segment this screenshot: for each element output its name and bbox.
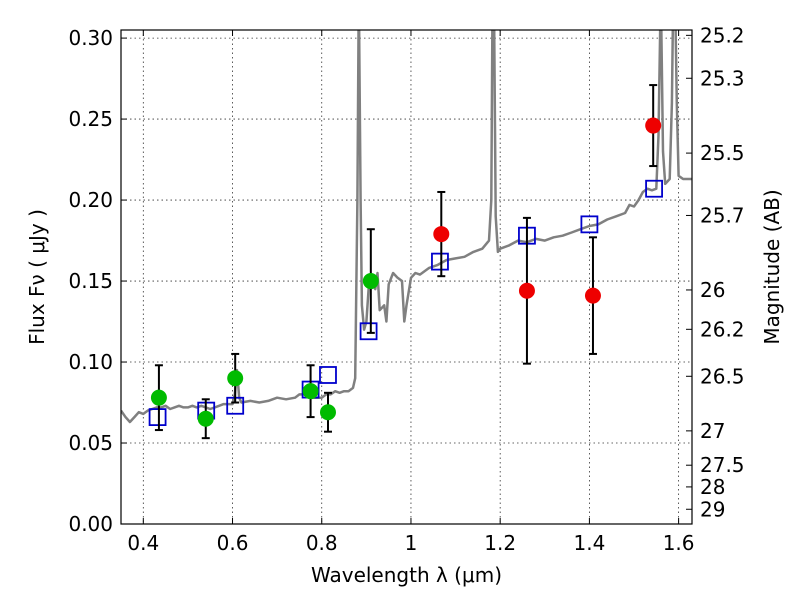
right-tick-label: 26 xyxy=(700,278,725,302)
model-square-point xyxy=(645,179,663,198)
y-tick-label: 0.20 xyxy=(68,188,113,212)
x-tick-label: 1.6 xyxy=(663,531,695,555)
observed-red-point xyxy=(645,117,662,134)
right-tick-label: 29 xyxy=(700,497,725,521)
y-tick-label: 0.25 xyxy=(68,107,113,131)
y-tick-label: 0.30 xyxy=(68,26,113,50)
model-square-point xyxy=(431,252,449,271)
y-tick-label: 0.05 xyxy=(68,431,113,455)
y-tick-label: 0.10 xyxy=(68,350,113,374)
right-tick-label: 26.2 xyxy=(700,317,745,341)
grid-layer xyxy=(121,30,692,524)
observed-green-point xyxy=(150,389,167,406)
observed-green-point xyxy=(302,383,319,400)
right-tick-label: 25.3 xyxy=(700,66,745,90)
right-tick-label: 25.5 xyxy=(700,141,745,165)
right-tick-label: 27.5 xyxy=(700,453,745,477)
x-tick-label: 0.6 xyxy=(217,531,249,555)
x-tick-label: 1.4 xyxy=(573,531,605,555)
spectrum-line xyxy=(121,30,692,424)
x-tick-label: 1 xyxy=(405,531,418,555)
y-tick-label: 0.15 xyxy=(68,269,113,293)
model-square-point xyxy=(319,366,337,384)
x-tick-label: 0.4 xyxy=(127,531,159,555)
x-tick-label: 1.2 xyxy=(484,531,516,555)
observed-red-point xyxy=(518,282,535,299)
right-tick-label: 26.5 xyxy=(700,364,745,388)
model-square-point xyxy=(580,215,599,234)
right-tick-label: 27 xyxy=(700,419,725,443)
right-tick-label: 25.7 xyxy=(700,203,745,227)
right-tick-label: 28 xyxy=(700,475,725,499)
model-square-point xyxy=(359,322,378,341)
observed-green-point xyxy=(319,404,336,421)
observed-green-point xyxy=(227,370,244,387)
observed-green-point xyxy=(197,410,214,427)
plot-area xyxy=(121,30,692,424)
x-axis-label: Wavelength λ (μm) xyxy=(311,563,502,587)
right-tick-label: 25.2 xyxy=(700,23,745,47)
model-square-point xyxy=(148,408,167,427)
ticks-layer: 0.4 0.6 0.8 1 1.2 1.4 1.6 0.00 0.05 0.10 0.15 0.20 0… xyxy=(68,23,744,555)
marks-layer xyxy=(148,84,663,440)
observed-red-point xyxy=(584,287,601,304)
plot-frame xyxy=(120,29,693,525)
right-axis-label: Magnitude (AB) xyxy=(760,189,784,344)
x-tick-label: 0.8 xyxy=(306,531,338,555)
observed-red-point xyxy=(433,226,450,243)
observed-green-point xyxy=(362,273,379,290)
y-axis-label: Flux Fν ( μJy ) xyxy=(25,209,49,345)
y-tick-label: 0.00 xyxy=(68,512,113,536)
